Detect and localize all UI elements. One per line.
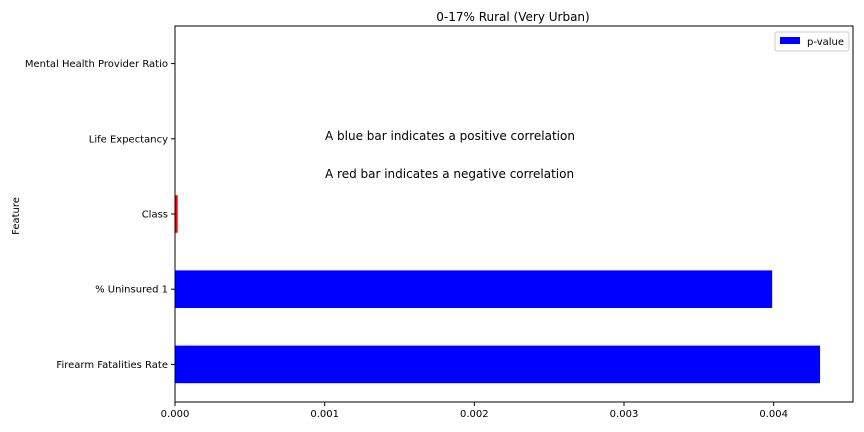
x-ticks-group: 0.000 0.001 0.002 0.003 0.004 (161, 402, 788, 420)
bar (175, 270, 773, 308)
y-tick-label: % Uninsured 1 (95, 285, 168, 296)
annotation-negative: A red bar indicates a negative correlati… (325, 167, 574, 181)
annotation-positive: A blue bar indicates a positive correlat… (325, 129, 575, 143)
legend-box (774, 31, 850, 52)
x-tick-label: 0.001 (310, 409, 339, 420)
chart-title: 0-17% Rural (Very Urban) (436, 10, 589, 24)
y-tick-label: Class (142, 210, 168, 221)
y-tick-label: Firearm Fatalities Rate (56, 360, 168, 371)
bar (175, 195, 178, 233)
y-axis-label: Feature (11, 197, 22, 235)
x-tick-label: 0.003 (610, 409, 639, 420)
y-tick-label: Life Expectancy (89, 134, 168, 145)
x-tick-label: 0.004 (759, 409, 788, 420)
y-tick-label: Mental Health Provider Ratio (25, 59, 168, 70)
legend-label: p-value (807, 37, 844, 48)
x-tick-label: 0.002 (460, 409, 489, 420)
plot-frame (174, 25, 854, 403)
bars-group (175, 195, 821, 384)
y-ticks-group: Firearm Fatalities Rate % Uninsured 1 Clas… (25, 59, 175, 371)
bar (175, 345, 821, 384)
legend: p-value (774, 31, 850, 52)
x-tick-label: 0.000 (161, 409, 190, 420)
legend-swatch (780, 37, 800, 44)
